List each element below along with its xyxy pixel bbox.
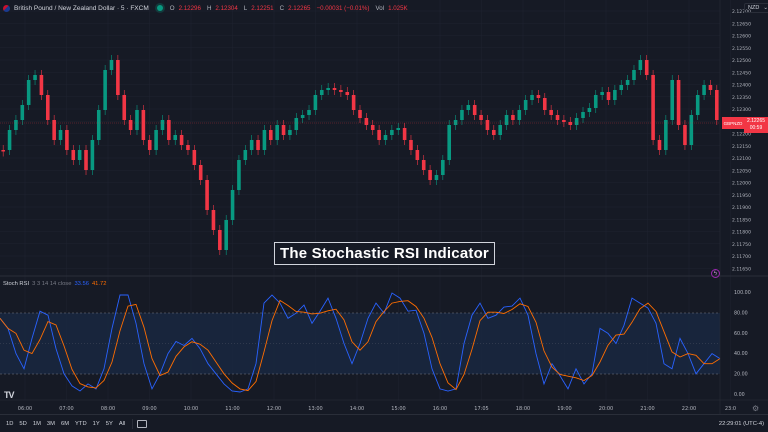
- range-all[interactable]: All: [118, 420, 126, 427]
- indicator-params: 3 3 14 14 close: [32, 281, 72, 287]
- svg-text:11:00: 11:00: [225, 406, 239, 412]
- range-5d[interactable]: 5D: [19, 420, 27, 427]
- symbol-title[interactable]: British Pound / New Zealand Dollar · 5 ·…: [14, 4, 149, 12]
- svg-text:07:00: 07:00: [59, 406, 73, 412]
- range-1m[interactable]: 1M: [32, 420, 41, 427]
- svg-text:16:00: 16:00: [433, 406, 447, 412]
- svg-text:23:0: 23:0: [725, 406, 736, 412]
- price-axis: 2.12700 2.12650 2.12600 2.12550 2.12500 2.124…: [732, 9, 751, 272]
- svg-text:20:00: 20:00: [599, 406, 613, 412]
- svg-text:2.12650: 2.12650: [732, 21, 751, 27]
- bar-countdown: 00:59: [749, 125, 763, 131]
- k-value: 33.56: [74, 281, 89, 287]
- svg-text:08:00: 08:00: [101, 406, 115, 412]
- svg-text:14:00: 14:00: [350, 406, 364, 412]
- divider: [132, 418, 134, 429]
- svg-text:2.12700: 2.12700: [732, 9, 751, 15]
- high-value: 2.12304: [215, 4, 238, 12]
- indicator-legend[interactable]: Stoch RSI 3 3 14 14 close 33.56 41.72: [3, 281, 106, 287]
- clock[interactable]: 22:29:01 (UTC-4): [718, 420, 764, 427]
- symbol-price-tag: GBPNZD: [722, 117, 744, 129]
- stoch-d-line: [0, 299, 721, 392]
- current-price: 2.12265: [746, 118, 766, 124]
- close-value: 2.12265: [288, 4, 311, 12]
- svg-text:2.11700: 2.11700: [732, 254, 751, 260]
- open-value: 2.12296: [178, 4, 201, 12]
- chevron-down-icon: ⌄: [763, 5, 768, 11]
- indicator-name: Stoch RSI: [3, 281, 30, 287]
- svg-text:06:00: 06:00: [18, 406, 32, 412]
- range-ytd[interactable]: YTD: [75, 420, 87, 427]
- svg-text:2.12000: 2.12000: [732, 181, 751, 187]
- close-label: C: [279, 4, 285, 12]
- time-axis: 06:00 07:00 08:00 09:00 10:00 11:00 12:00 13:00…: [18, 406, 736, 412]
- svg-text:2.12500: 2.12500: [732, 58, 751, 64]
- svg-text:2.12200: 2.12200: [732, 132, 751, 138]
- svg-text:2.11800: 2.11800: [732, 230, 751, 236]
- gear-icon[interactable]: ⚙: [752, 404, 760, 413]
- change-value: −0.00031 (−0.01%): [316, 4, 370, 12]
- svg-text:80.00: 80.00: [734, 310, 748, 316]
- svg-text:2.12450: 2.12450: [732, 70, 751, 76]
- range-5y[interactable]: 5Y: [105, 420, 113, 427]
- tradingview-logo-icon[interactable]: TV: [4, 390, 14, 400]
- volume-label: Vol: [375, 4, 385, 12]
- svg-text:40.00: 40.00: [734, 351, 748, 357]
- svg-text:13:00: 13:00: [308, 406, 322, 412]
- svg-text:10:00: 10:00: [184, 406, 198, 412]
- market-open-dot-icon: [156, 5, 163, 11]
- svg-text:2.11750: 2.11750: [732, 242, 751, 248]
- flash-icon[interactable]: ϟ: [711, 269, 720, 278]
- open-label: O: [169, 4, 175, 12]
- range-6m[interactable]: 6M: [60, 420, 70, 427]
- svg-text:2.11650: 2.11650: [732, 266, 751, 272]
- high-label: H: [206, 4, 212, 12]
- svg-text:22:00: 22:00: [682, 406, 696, 412]
- svg-text:19:00: 19:00: [557, 406, 571, 412]
- svg-text:2.12050: 2.12050: [732, 168, 751, 174]
- svg-text:20.00: 20.00: [734, 372, 748, 378]
- range-1y[interactable]: 1Y: [92, 420, 100, 427]
- svg-text:12:00: 12:00: [267, 406, 281, 412]
- overlay-title: The Stochastic RSI Indicator: [274, 242, 495, 265]
- stoch-axis: 100.00 80.00 60.00 40.00 20.00 0.00: [734, 290, 751, 398]
- range-3m[interactable]: 3M: [46, 420, 55, 427]
- svg-text:2.12300: 2.12300: [732, 107, 751, 113]
- svg-text:2.12600: 2.12600: [732, 34, 751, 40]
- symbol-legend: British Pound / New Zealand Dollar · 5 ·…: [3, 2, 408, 14]
- svg-text:2.12350: 2.12350: [732, 95, 751, 101]
- svg-text:2.12150: 2.12150: [732, 144, 751, 150]
- d-value: 41.72: [91, 281, 107, 287]
- svg-text:2.12400: 2.12400: [732, 83, 751, 89]
- svg-text:0.00: 0.00: [734, 392, 745, 398]
- bottom-toolbar: 1D 5D 1M 3M 6M YTD 1Y 5Y All 22:29:01 (U…: [0, 414, 768, 432]
- svg-text:2.12100: 2.12100: [732, 156, 751, 162]
- low-label: L: [243, 4, 248, 12]
- range-1d[interactable]: 1D: [6, 420, 14, 427]
- currency-selector[interactable]: NZD ⌄: [744, 3, 768, 13]
- volume-value: 1.025K: [388, 4, 408, 12]
- currency-label: NZD: [748, 5, 760, 11]
- svg-text:2.11950: 2.11950: [732, 193, 751, 199]
- svg-text:2.11900: 2.11900: [732, 205, 751, 211]
- compare-icon[interactable]: [137, 419, 148, 428]
- candlestick-series: [1, 55, 719, 255]
- current-price-label: 2.12265 00:59: [744, 117, 768, 133]
- gbp-flag-icon: [3, 4, 10, 12]
- svg-text:09:00: 09:00: [142, 406, 156, 412]
- svg-text:100.00: 100.00: [734, 290, 751, 296]
- low-value: 2.12251: [251, 4, 274, 12]
- svg-text:2.12550: 2.12550: [732, 46, 751, 52]
- svg-text:60.00: 60.00: [734, 331, 748, 337]
- svg-text:17:05: 17:05: [474, 406, 488, 412]
- svg-text:21:00: 21:00: [640, 406, 654, 412]
- stoch-k-line: [0, 292, 721, 393]
- svg-text:15:00: 15:00: [391, 406, 405, 412]
- svg-text:18:00: 18:00: [516, 406, 530, 412]
- svg-text:2.11850: 2.11850: [732, 217, 751, 223]
